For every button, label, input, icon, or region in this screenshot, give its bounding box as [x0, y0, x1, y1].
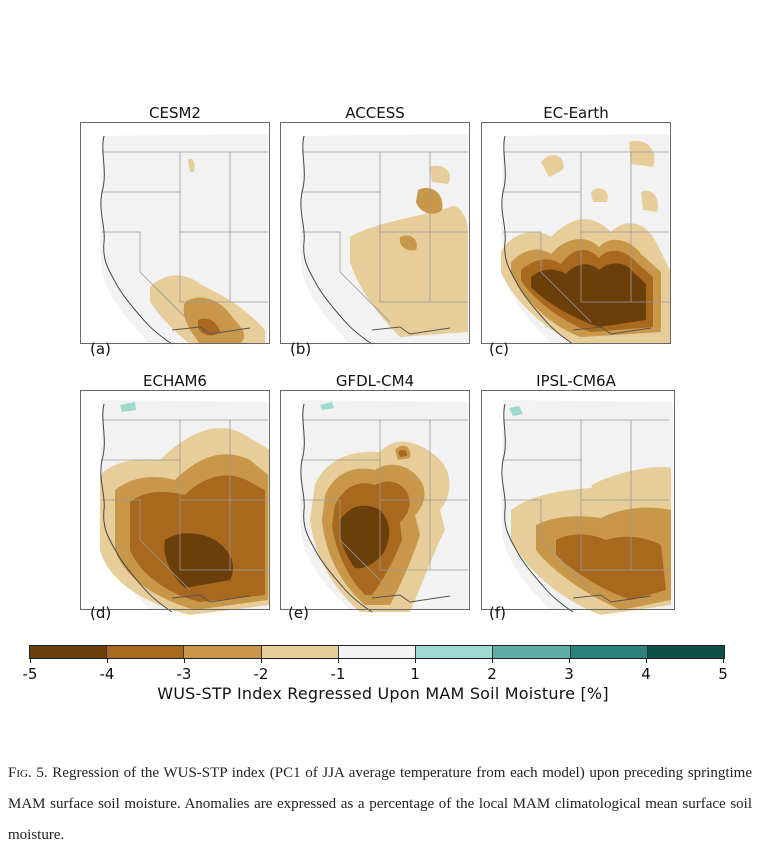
colorbar-tickmark — [415, 658, 416, 663]
panel-title: ECHAM6 — [143, 372, 207, 390]
colorbar-tick-label: 3 — [564, 665, 574, 683]
colorbar-tick-label: -2 — [253, 665, 269, 683]
colorbar-tick-label: 4 — [641, 665, 651, 683]
panel-label: (e) — [288, 604, 309, 622]
map-ipsl-cm6a — [481, 390, 675, 615]
anomaly-region — [416, 188, 443, 214]
panel-label: (a) — [90, 340, 111, 358]
colorbar — [29, 645, 725, 659]
colorbar-tickmark — [107, 658, 108, 663]
map-cesm2 — [80, 122, 270, 345]
colorbar-swatch — [107, 646, 185, 658]
panel-title: ACCESS — [345, 104, 405, 122]
anomaly-region — [164, 533, 234, 588]
anomaly-region — [198, 318, 220, 336]
colorbar-swatch — [338, 646, 417, 658]
panel-label: (b) — [290, 340, 312, 358]
anomaly-region — [430, 165, 450, 184]
colorbar-tick-label: 2 — [487, 665, 497, 683]
panel-access: ACCESS (b) — [280, 104, 470, 358]
anomaly-region — [183, 297, 245, 344]
colorbar-tickmark — [723, 658, 724, 663]
colorbar-tickmark — [338, 658, 339, 663]
map-gfdl-cm4 — [280, 390, 470, 613]
figure-caption: Fig. 5. Regression of the WUS-STP index … — [8, 758, 752, 851]
colorbar-swatch — [647, 646, 724, 658]
colorbar-swatch — [493, 646, 571, 658]
anomaly-region — [591, 188, 608, 202]
panel-ipsl-cm6a: IPSL-CM6A (f) — [481, 372, 675, 622]
anomaly-region — [556, 534, 666, 600]
colorbar-tick-label: 5 — [718, 665, 728, 683]
anomaly-region — [509, 406, 523, 416]
anomaly-region — [398, 449, 408, 457]
anomaly-region — [120, 402, 136, 412]
colorbar-swatch — [416, 646, 494, 658]
colorbar-tickmark — [261, 658, 262, 663]
colorbar-tickmark — [646, 658, 647, 663]
panel-label: (c) — [489, 340, 509, 358]
colorbar-swatch — [30, 646, 108, 658]
figure-label: Fig. 5. — [8, 765, 48, 781]
anomaly-region — [339, 505, 390, 569]
panel-gfdl-cm4: GFDL-CM4 (e) — [280, 372, 470, 622]
anomaly-region — [541, 155, 564, 177]
map-access — [280, 122, 470, 345]
panel-cesm2: CESM2 (a) — [80, 104, 270, 358]
anomaly-region — [399, 235, 417, 251]
colorbar-tickmark — [184, 658, 185, 663]
colorbar-tickmark — [492, 658, 493, 663]
anomaly-region — [320, 402, 334, 410]
anomaly-region — [188, 158, 195, 172]
colorbar-tick-label: -1 — [330, 665, 346, 683]
map-ec-earth — [481, 122, 671, 345]
colorbar-swatch — [184, 646, 262, 658]
colorbar-tick-label: -5 — [22, 665, 38, 683]
anomaly-region — [531, 263, 646, 327]
map-echam6 — [80, 390, 270, 615]
colorbar-tick-label: -4 — [99, 665, 115, 683]
colorbar-swatch — [261, 646, 339, 658]
panel-label: (d) — [90, 604, 112, 622]
panel-label: (f) — [489, 604, 506, 622]
panel-ec-earth: EC-Earth (c) — [481, 104, 671, 358]
panel-title: EC-Earth — [543, 104, 609, 122]
colorbar-tick-label: -3 — [176, 665, 192, 683]
colorbar-tick-label: 1 — [410, 665, 420, 683]
panel-title: GFDL-CM4 — [335, 372, 415, 390]
caption-text: Regression of the WUS-STP index (PC1 of … — [8, 765, 752, 843]
colorbar-tickmark — [30, 658, 31, 663]
colorbar-tickmark — [569, 658, 570, 663]
panel-title: IPSL-CM6A — [536, 372, 616, 390]
panel-echam6: ECHAM6 (d) — [80, 372, 270, 622]
colorbar-label: WUS-STP Index Regressed Upon MAM Soil Mo… — [157, 684, 609, 703]
panel-title: CESM2 — [149, 104, 201, 122]
anomaly-region — [629, 140, 655, 167]
anomaly-region — [350, 206, 468, 337]
colorbar-swatch — [570, 646, 648, 658]
anomaly-region — [641, 190, 658, 212]
